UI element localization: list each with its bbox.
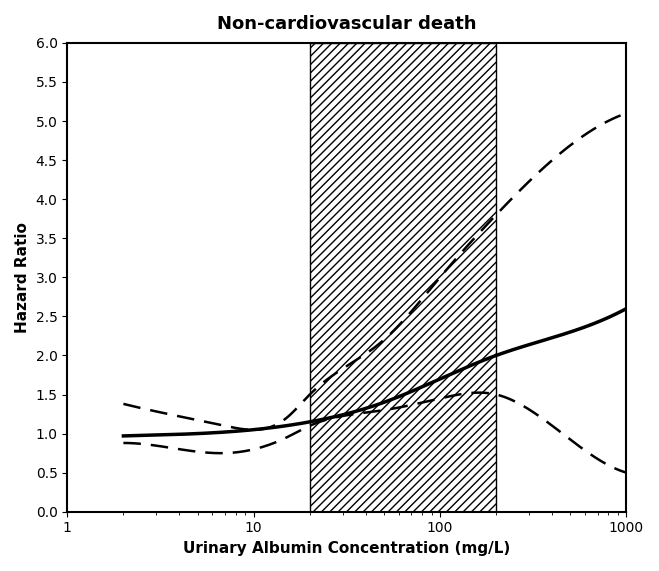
Bar xyxy=(310,43,496,512)
X-axis label: Urinary Albumin Concentration (mg/L): Urinary Albumin Concentration (mg/L) xyxy=(183,541,511,556)
Y-axis label: Hazard Ratio: Hazard Ratio xyxy=(15,222,30,333)
Title: Non-cardiovascular death: Non-cardiovascular death xyxy=(217,15,476,33)
